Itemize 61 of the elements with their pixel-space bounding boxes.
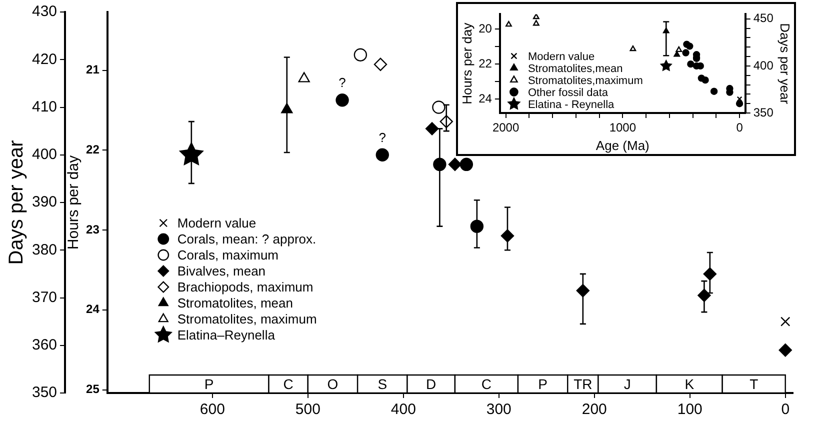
legend-label: Stromatolites, maximum [177, 312, 317, 327]
legend-label: Brachiopods, maximum [177, 280, 314, 295]
band-label: P [204, 376, 214, 392]
y-axis-title: Hours per day [459, 22, 474, 104]
y-tick-label: 380 [32, 241, 58, 258]
x-tick-label: 300 [486, 401, 512, 418]
band-label: C [481, 376, 492, 392]
annotation: ? [338, 75, 346, 90]
y-tick-label: 390 [32, 194, 58, 211]
band-label: T [750, 376, 759, 392]
legend-label: Stromatolites,maximum [528, 75, 643, 88]
x-tick-label: 400 [390, 401, 416, 418]
y2-tick-label: 21 [86, 62, 100, 77]
x-tick-label: 500 [295, 401, 320, 418]
band-label: P [538, 376, 548, 392]
y-tick-label: 370 [32, 288, 58, 306]
y2-tick-label: 400 [753, 58, 774, 72]
y2-tick-label: 25 [86, 382, 100, 396]
band-label: D [426, 376, 436, 392]
legend-label: Elatina - Reynella [528, 99, 616, 112]
x-tick-label: 1000 [609, 120, 636, 135]
band-label: C [283, 376, 294, 392]
y-tick-label: 420 [32, 50, 58, 68]
band-label: J [624, 376, 631, 392]
legend-label: Modern value [177, 216, 256, 231]
band-label: S [378, 376, 388, 392]
y2-tick-label: 350 [753, 105, 774, 120]
y-tick-label: 24 [478, 91, 492, 106]
x-tick-label: 0 [736, 120, 744, 135]
legend-label: Corals, maximum [177, 248, 278, 263]
legend-label: Other fossil data [528, 87, 609, 100]
y2-tick-label: 24 [86, 302, 100, 316]
y-tick-label: 410 [32, 98, 58, 116]
legend-label: Elatina–Reynella [177, 328, 276, 343]
y-tick-label: 430 [32, 3, 58, 20]
y-tick-label: 22 [478, 56, 492, 70]
y-tick-label: 20 [478, 21, 492, 36]
y-tick-label: 360 [32, 336, 58, 354]
y2-tick-label: 450 [753, 11, 774, 26]
x-tick-label: 0 [781, 401, 790, 418]
y-tick-label: 400 [32, 146, 58, 164]
legend-label: Stromatolites, mean [177, 296, 293, 311]
y2-tick-label: 22 [86, 142, 100, 156]
band-label: K [684, 376, 695, 392]
x-tick-label: 100 [677, 401, 702, 418]
legend-label: Modern value [528, 51, 595, 64]
x-axis-title: Age (Ma) [596, 138, 650, 153]
x-tick-label: 200 [582, 401, 607, 418]
x-tick-label: 2000 [492, 120, 520, 135]
y2-tick-label: 23 [86, 222, 100, 236]
legend-label: Bivalves, mean [177, 264, 266, 279]
y2-axis-title: Days per year [778, 23, 793, 105]
y2-axis-title: Hours per day [65, 154, 82, 250]
legend-label: Stromatolites,mean [528, 63, 623, 76]
band-label: TR [574, 376, 592, 392]
band-label: O [327, 376, 338, 392]
legend-label: Corals, mean: ? approx. [177, 232, 316, 247]
annotation: ? [378, 130, 386, 145]
y-tick-label: 350 [32, 384, 58, 402]
y-axis-title: Days per year [6, 140, 28, 265]
x-tick-label: 600 [200, 401, 225, 418]
